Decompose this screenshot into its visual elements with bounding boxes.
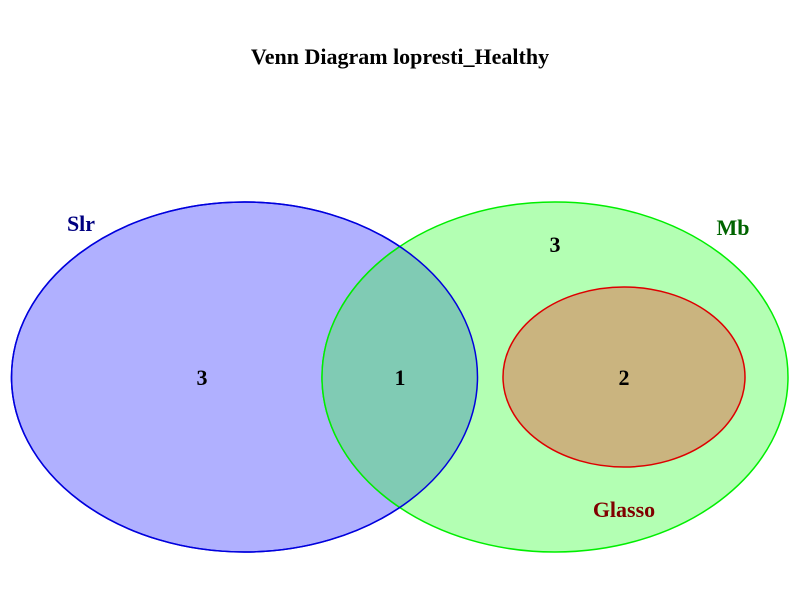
set-label-mb: Mb xyxy=(717,215,750,240)
set-glasso-circle xyxy=(502,286,746,468)
set-label-slr: Slr xyxy=(67,211,95,236)
count-slr-only: 3 xyxy=(197,365,208,390)
overlap-slr-mb xyxy=(321,202,478,552)
set-slr-outline xyxy=(10,201,479,553)
set-label-glasso: Glasso xyxy=(593,497,655,522)
count-mb-glasso: 2 xyxy=(619,365,630,390)
count-mb-only: 3 xyxy=(550,232,561,257)
count-slr-mb: 1 xyxy=(395,365,406,390)
diagram-title: Venn Diagram lopresti_Healthy xyxy=(251,44,549,69)
